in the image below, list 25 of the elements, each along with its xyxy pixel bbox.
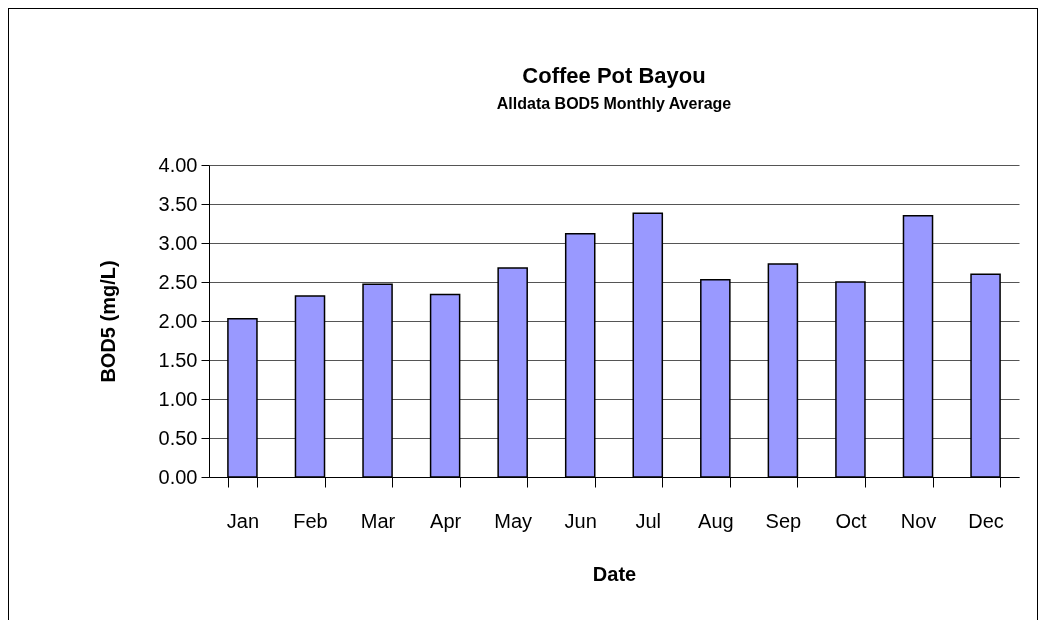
chart-title: Coffee Pot Bayou [522,63,706,88]
x-tick-label: Feb [293,509,328,532]
x-tick-label: May [494,509,533,532]
y-tick-label: 2.50 [158,270,198,293]
x-tick-label: Jan [226,509,260,532]
x-tick-label: Oct [835,509,867,532]
chart-subtitle: Alldata BOD5 Monthly Average [496,95,732,112]
x-axis-title: Date [592,562,637,585]
y-tick-label: 3.00 [158,231,198,254]
x-tick-label: Dec [968,509,1004,532]
x-tick-label: Aug [698,509,734,532]
y-tick-label: 2.00 [158,309,198,332]
y-tick-label: 1.00 [158,387,198,410]
y-tick-label: 3.50 [158,192,198,215]
x-tick-label: Apr [430,509,462,532]
y-axis-title: BOD5 (mg/L) [96,260,119,383]
y-tick-label: 0.50 [158,426,198,449]
x-tick-label: Mar [360,509,396,532]
x-tick-label: Sep [765,509,802,532]
y-tick-label: 1.50 [158,348,198,371]
y-tick-label: 0.00 [158,465,198,488]
x-tick-label: Nov [900,509,937,532]
x-tick-label: Jul [635,509,662,532]
x-tick-label: Jun [564,509,597,532]
y-tick-label: 4.00 [158,153,198,176]
